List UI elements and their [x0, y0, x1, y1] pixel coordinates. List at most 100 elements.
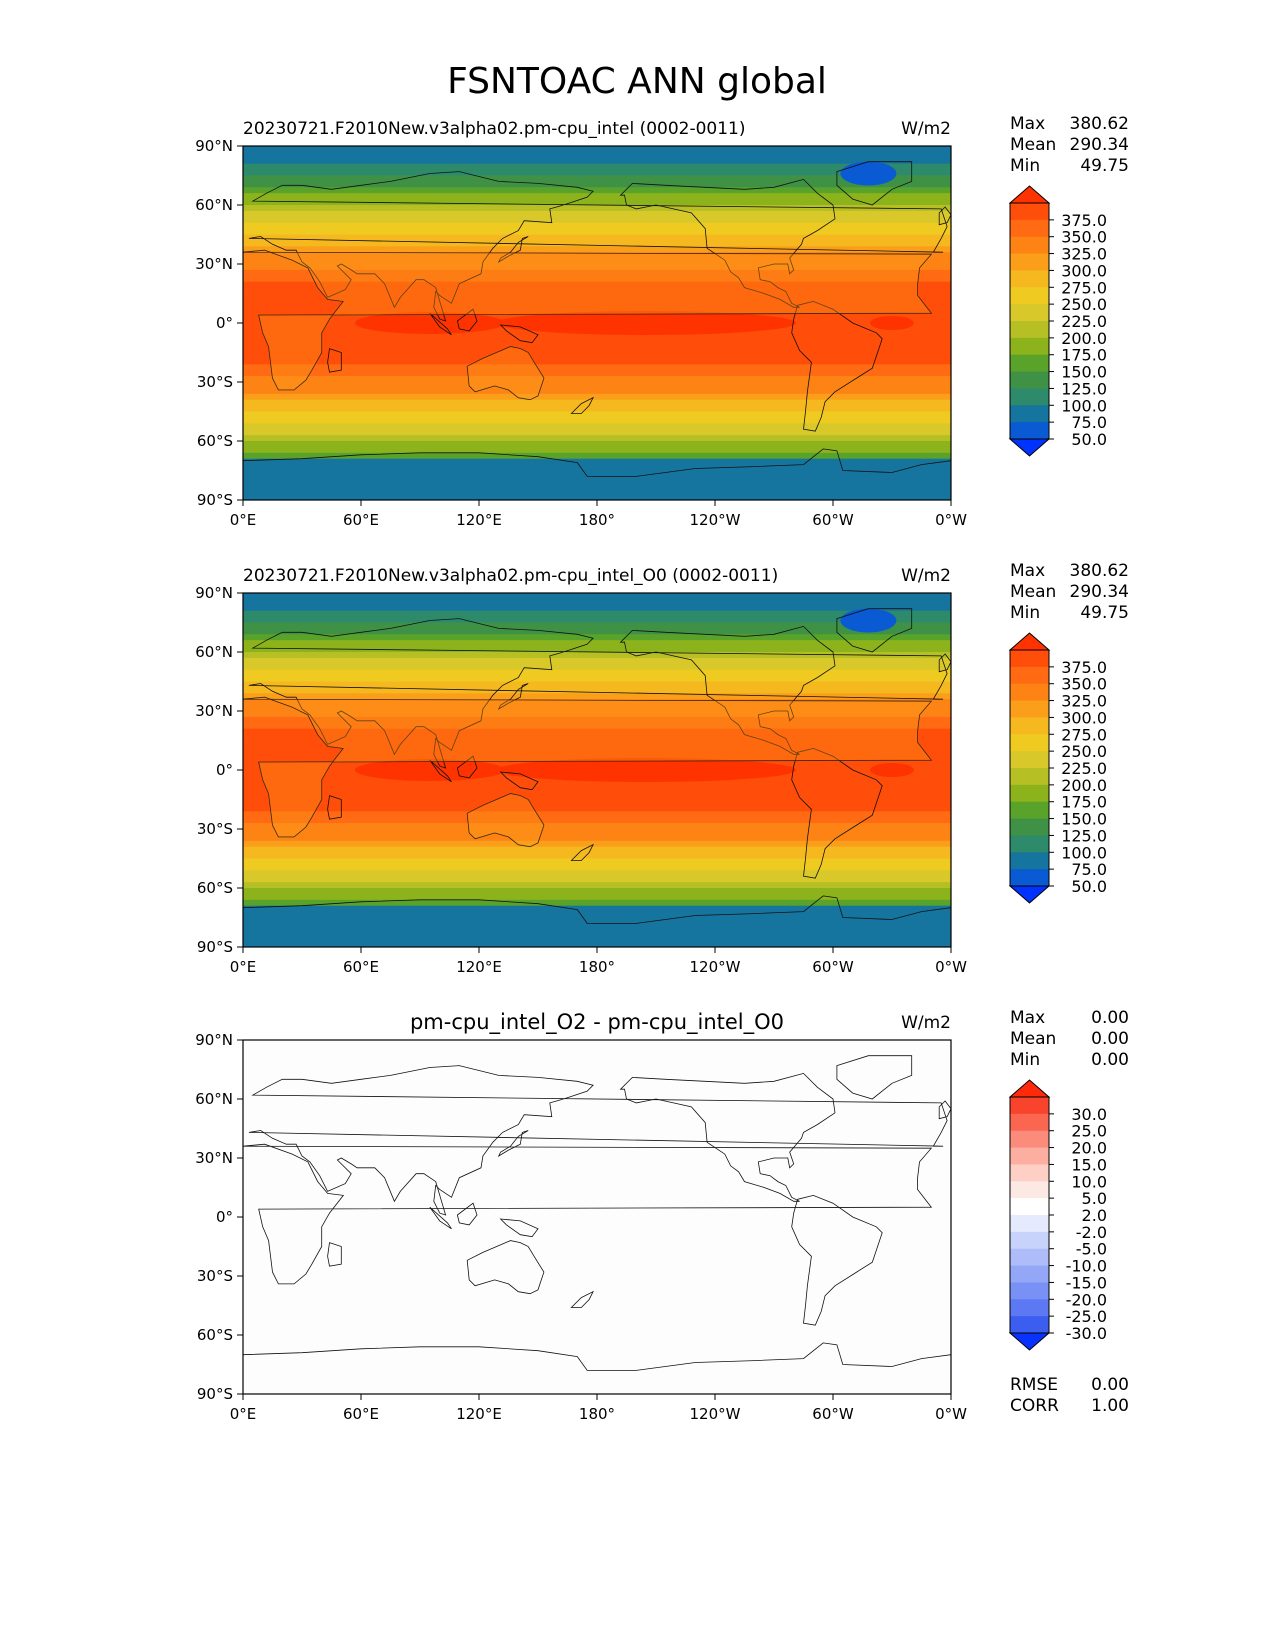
panel-title: 20230721.F2010New.v3alpha02.pm-cpu_intel…: [243, 566, 778, 586]
coastline: [243, 696, 933, 838]
y-tick-label: 30°N: [195, 255, 233, 273]
colorbar-segment: [1010, 1198, 1049, 1216]
coastline: [497, 1130, 529, 1158]
stat-label-max: Max: [1010, 1008, 1045, 1028]
colorbar-tick-label: 2.0: [1082, 1206, 1107, 1225]
coastline: [248, 618, 948, 769]
x-tick-label: 180°: [579, 511, 615, 529]
coastline: [836, 1055, 913, 1100]
colorbar-extend-top: [1008, 632, 1051, 651]
colorbar-extend-top: [1008, 1079, 1051, 1098]
x-tick-label: 120°E: [456, 1405, 502, 1423]
y-tick-label: 30°N: [195, 702, 233, 720]
x-tick-label: 60°W: [812, 958, 854, 976]
y-tick-label: 60°N: [195, 1090, 233, 1108]
map-band: [243, 146, 951, 153]
x-tick-label: 120°E: [456, 958, 502, 976]
map-band: [243, 840, 951, 848]
map-band: [243, 364, 951, 371]
coastline: [938, 1100, 951, 1120]
map-band: [243, 711, 951, 718]
metric-label-corr: CORR: [1010, 1396, 1059, 1416]
map-band: [243, 941, 951, 947]
map-band: [243, 222, 951, 230]
colorbar-tick-label: -30.0: [1066, 1324, 1107, 1343]
units-label: W/m2: [901, 119, 951, 139]
coastline: [456, 1202, 478, 1226]
map-band: [243, 834, 951, 842]
y-tick-label: 0°: [216, 1208, 233, 1226]
map-band: [243, 870, 951, 877]
coastline: [836, 608, 913, 653]
colorbar-segment: [1010, 717, 1049, 735]
panel-2: 20230721.F2010New.v3alpha02.pm-cpu_intel…: [195, 561, 1129, 976]
colorbar-segment: [1010, 1181, 1049, 1199]
x-tick-label: 60°E: [343, 958, 379, 976]
map-band: [243, 417, 951, 424]
map-band: [243, 616, 951, 624]
colorbar-segment: [1010, 337, 1049, 356]
map-band: [243, 604, 951, 612]
colorbar-tick-label: 300.0: [1061, 261, 1107, 280]
coastline: [619, 178, 836, 308]
x-tick-label: 0°E: [230, 511, 257, 529]
colorbar-segment: [1010, 1147, 1049, 1165]
coastline: [243, 1143, 933, 1285]
colorbar-segment: [1010, 287, 1049, 305]
coastline: [327, 1242, 342, 1267]
map-band: [243, 893, 951, 901]
coastline: [466, 793, 545, 848]
colorbar-tick-label: 325.0: [1061, 245, 1107, 264]
map-band: [243, 593, 951, 600]
map-band: [243, 652, 951, 659]
colorbar-tick-label: 150.0: [1061, 810, 1107, 829]
greenland-low: [840, 161, 897, 186]
y-tick-label: 30°S: [197, 373, 233, 391]
map-band: [243, 423, 951, 430]
y-tick-label: 90°S: [197, 938, 233, 956]
y-tick-label: 90°N: [195, 137, 233, 155]
stat-value-max: 380.62: [1070, 561, 1129, 581]
map-band: [243, 205, 951, 212]
y-tick-label: 60°N: [195, 643, 233, 661]
colorbar-tick-label: -15.0: [1066, 1273, 1107, 1292]
colorbar-segment: [1010, 784, 1049, 803]
map-band: [243, 293, 951, 300]
map-band: [243, 693, 951, 700]
coastline: [938, 206, 951, 226]
warm-pool: [870, 316, 914, 330]
colorbar-extend-top: [1008, 185, 1051, 204]
map-band: [243, 169, 951, 177]
colorbar-tick-label: 375.0: [1061, 658, 1107, 677]
map-band: [243, 264, 951, 271]
y-tick-label: 30°S: [197, 820, 233, 838]
x-tick-label: 0°W: [935, 958, 967, 976]
map-band: [243, 175, 951, 182]
stat-label-mean: Mean: [1010, 1029, 1056, 1049]
map-band: [243, 799, 951, 806]
colorbar-tick-label: 100.0: [1061, 843, 1107, 862]
colorbar-segment: [1010, 650, 1049, 668]
map-band: [243, 722, 951, 730]
y-tick-label: 30°N: [195, 1149, 233, 1167]
coastline: [497, 236, 529, 264]
coastline: [499, 1218, 539, 1238]
map-band: [243, 240, 951, 247]
coastline: [938, 653, 951, 673]
colorbar-segment: [1010, 1113, 1049, 1132]
map-band: [243, 781, 951, 789]
map-band: [243, 470, 951, 477]
map-band: [243, 305, 951, 312]
y-tick-label: 90°N: [195, 1031, 233, 1049]
colorbar-tick-label: 10.0: [1071, 1172, 1107, 1191]
map-band: [243, 382, 951, 389]
map-band: [243, 734, 951, 742]
colorbar-tick-label: 375.0: [1061, 211, 1107, 230]
colorbar-segment: [1010, 768, 1049, 786]
coastline: [570, 1290, 595, 1308]
map-band: [243, 464, 951, 472]
coastline: [499, 324, 539, 344]
panel-title: pm-cpu_intel_O2 - pm-cpu_intel_O0: [410, 1010, 784, 1035]
map-band: [243, 452, 951, 460]
map-band: [243, 446, 951, 454]
